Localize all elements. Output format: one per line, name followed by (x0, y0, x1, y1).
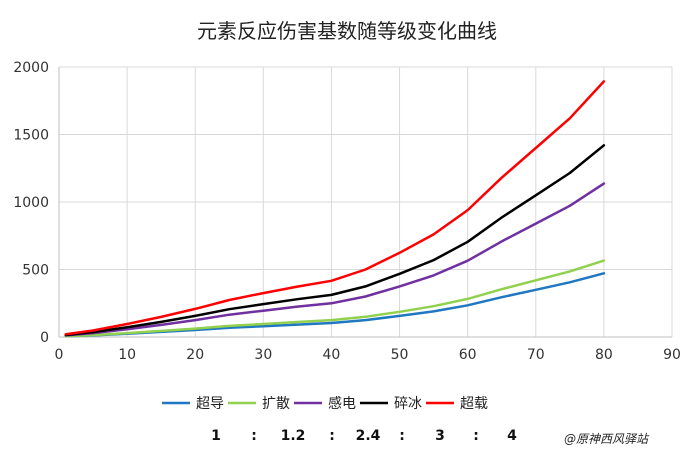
y-tick-label: 500 (22, 263, 49, 279)
x-tick-label: 0 (55, 347, 64, 363)
watermark-text: @原神西风驿站 (564, 432, 650, 446)
ratio-separator: : (329, 428, 335, 444)
chart-title: 元素反应伤害基数随等级变化曲线 (197, 19, 497, 43)
legend-label: 扩散 (262, 396, 290, 412)
ratio-separator: : (251, 428, 257, 444)
legend-label: 超导 (196, 396, 224, 412)
x-tick-label: 70 (527, 347, 545, 363)
ratio-value: 1.2 (281, 428, 306, 444)
chart-tick-labels: 0 10 20 30 40 50 60 70 80 90 0 500 1000 1500 2000 (13, 60, 681, 363)
x-tick-label: 90 (663, 347, 681, 363)
x-tick-label: 30 (254, 347, 272, 363)
y-tick-label: 2000 (13, 60, 49, 76)
ratio-row: 1: 1.2: 2.4: 3: 4 (211, 428, 517, 444)
ratio-separator: : (473, 428, 479, 444)
legend-label: 碎冰 (394, 396, 422, 412)
x-tick-label: 20 (186, 347, 204, 363)
x-tick-label: 60 (459, 347, 477, 363)
x-tick-label: 80 (595, 347, 613, 363)
chart-axes (58, 67, 672, 338)
chart-series-lines (64, 80, 606, 338)
legend-label: 感电 (328, 395, 356, 412)
series-line-碎冰 (64, 144, 606, 337)
series-line-扩散 (64, 259, 606, 338)
ratio-value: 2.4 (356, 428, 381, 444)
y-tick-label: 1000 (13, 195, 49, 211)
ratio-value: 3 (435, 428, 445, 444)
ratio-value: 1 (211, 428, 221, 444)
ratio-value: 4 (507, 428, 517, 444)
ratio-separator: : (399, 428, 405, 444)
x-tick-label: 40 (323, 347, 341, 363)
y-tick-label: 1500 (13, 128, 49, 144)
x-tick-label: 10 (118, 347, 136, 363)
series-line-感电 (64, 182, 606, 337)
series-line-超载 (64, 80, 606, 336)
chart-legend: 超导 扩散 感电 碎冰 超载 (162, 395, 488, 412)
legend-label: 超载 (460, 396, 488, 412)
y-tick-label: 0 (40, 330, 49, 346)
chart-grid (59, 66, 673, 337)
x-tick-label: 50 (391, 347, 409, 363)
